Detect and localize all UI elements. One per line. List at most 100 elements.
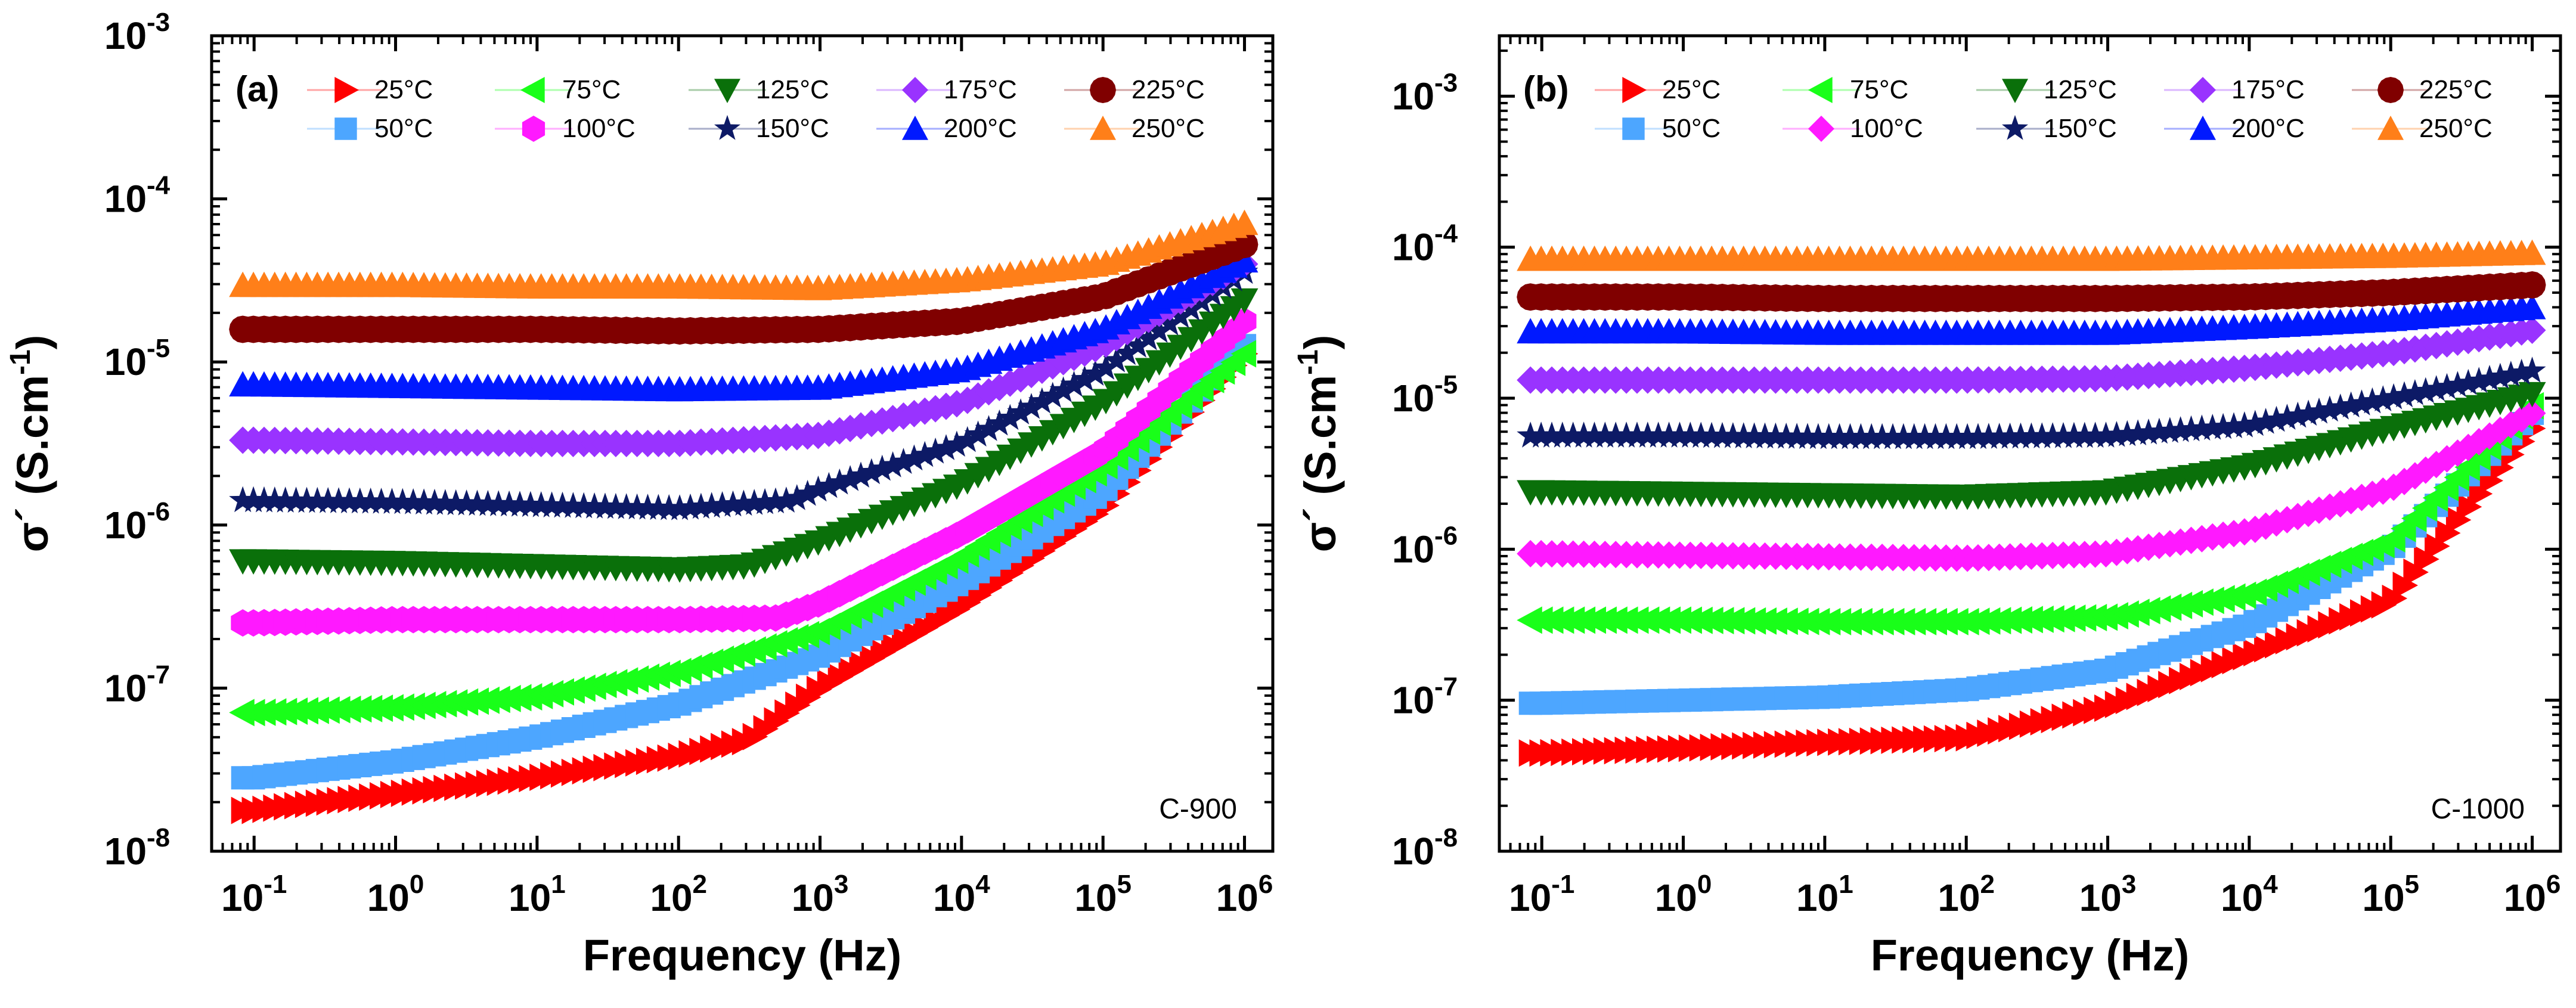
y-tick-exponent: -5 bbox=[147, 334, 170, 363]
x-tick-exponent: -1 bbox=[1551, 870, 1574, 899]
data-point bbox=[2486, 362, 2514, 389]
x-tick-base: 10 bbox=[1074, 876, 1117, 919]
data-point bbox=[2103, 602, 2128, 629]
y-tick-base: 10 bbox=[1392, 679, 1434, 722]
data-point bbox=[2177, 590, 2203, 618]
chart-panel-b: 10-1 100 101 102 103 104 105 10610-810-710-610-… bbox=[1292, 34, 2562, 980]
legend-label: 175°C bbox=[2231, 75, 2305, 104]
x-tick-exponent: 6 bbox=[1258, 870, 1273, 899]
data-point bbox=[751, 488, 779, 514]
plot-frame bbox=[210, 34, 1275, 853]
data-point bbox=[581, 492, 609, 519]
data-point bbox=[2454, 368, 2482, 395]
legend-marker bbox=[902, 116, 928, 140]
data-point bbox=[740, 489, 768, 515]
data-point bbox=[2326, 393, 2354, 420]
x-axis: 10-1 100 101 102 103 104 105 106 bbox=[1509, 36, 2560, 919]
data-point bbox=[570, 674, 596, 702]
legend-marker bbox=[2002, 79, 2028, 103]
data-point bbox=[271, 486, 299, 513]
data-point bbox=[2209, 585, 2235, 613]
data-point bbox=[2220, 412, 2248, 439]
data-point bbox=[2518, 317, 2546, 344]
data-point bbox=[2199, 414, 2227, 440]
x-tick-exponent: 2 bbox=[693, 870, 707, 899]
data-point bbox=[2518, 239, 2546, 265]
data-point bbox=[826, 468, 854, 495]
data-point bbox=[889, 448, 917, 474]
legend-label: 250°C bbox=[1132, 114, 1205, 143]
y-tick-exponent: -4 bbox=[147, 171, 171, 200]
data-point bbox=[1698, 421, 1726, 448]
legend-item: 75°C bbox=[495, 75, 621, 104]
data-point bbox=[2039, 422, 2067, 448]
x-tick-exponent: 0 bbox=[410, 870, 424, 899]
legend: 25°C 50°C 75°C 100°C 125°C 150°C 175°C 200°C 225… bbox=[1595, 75, 2493, 143]
series-250C bbox=[229, 209, 1258, 300]
data-point bbox=[2476, 365, 2503, 391]
legend-marker bbox=[714, 79, 740, 103]
series-175C bbox=[1517, 317, 2546, 394]
data-point bbox=[1548, 421, 1576, 448]
data-point bbox=[367, 488, 395, 514]
data-point bbox=[1092, 353, 1120, 380]
legend-label: 150°C bbox=[2044, 114, 2117, 143]
y-axis-title: σ´ (S.cm-1) bbox=[5, 335, 57, 553]
data-point bbox=[559, 676, 585, 704]
data-point bbox=[2411, 377, 2439, 404]
data-point bbox=[570, 492, 598, 519]
data-point bbox=[879, 451, 907, 477]
series-75C bbox=[1517, 392, 2544, 635]
legend-label: 75°C bbox=[1850, 75, 1908, 104]
legend-item: 250°C bbox=[2352, 114, 2493, 143]
data-point bbox=[485, 490, 513, 516]
data-point bbox=[527, 681, 553, 709]
data-point bbox=[581, 672, 606, 700]
y-tick-label: 10-6 bbox=[104, 497, 170, 547]
data-point bbox=[783, 484, 811, 510]
x-tick-label: 10-1 bbox=[1509, 870, 1574, 919]
data-point bbox=[815, 472, 843, 498]
data-point bbox=[2435, 519, 2461, 547]
legend-item: 125°C bbox=[689, 75, 829, 104]
data-point bbox=[1517, 421, 1545, 448]
data-point bbox=[1081, 359, 1109, 386]
data-point bbox=[2518, 294, 2546, 320]
x-tick-label: 100 bbox=[367, 870, 424, 919]
data-point bbox=[250, 486, 278, 513]
data-point bbox=[687, 492, 715, 519]
data-point bbox=[2445, 506, 2472, 534]
data-point bbox=[1932, 423, 1960, 449]
data-point bbox=[1868, 423, 1896, 449]
data-point bbox=[793, 479, 822, 506]
x-tick-exponent: 2 bbox=[1980, 870, 1995, 899]
data-point bbox=[857, 458, 885, 485]
series-225C bbox=[1517, 271, 2546, 312]
legend-marker bbox=[334, 77, 359, 103]
data-point bbox=[730, 489, 758, 516]
data-point bbox=[1676, 421, 1704, 448]
data-point bbox=[1613, 421, 1641, 448]
data-point bbox=[868, 454, 896, 481]
data-point bbox=[1018, 393, 1045, 419]
x-tick-label: 106 bbox=[2504, 870, 2561, 919]
data-point bbox=[1985, 423, 2013, 449]
data-point bbox=[975, 415, 1003, 441]
data-point bbox=[1709, 421, 1736, 448]
data-point bbox=[953, 426, 981, 452]
data-point bbox=[1538, 421, 1566, 448]
x-tick-exponent: 5 bbox=[1117, 870, 1132, 899]
data-point bbox=[1007, 398, 1035, 424]
data-point bbox=[847, 461, 875, 488]
legend-label: 225°C bbox=[2419, 75, 2493, 104]
data-point bbox=[2369, 385, 2397, 411]
data-point bbox=[410, 488, 438, 515]
data-point bbox=[1623, 421, 1651, 448]
y-tick-base: 10 bbox=[104, 340, 147, 383]
y-tick-label: 10-5 bbox=[104, 334, 170, 383]
legend-item: 100°C bbox=[495, 114, 636, 143]
y-axis: 10-810-710-610-510-410-3 bbox=[1392, 49, 2560, 873]
x-tick-base: 10 bbox=[650, 876, 692, 919]
y-tick-exponent: -8 bbox=[1434, 823, 1458, 852]
data-point bbox=[1580, 421, 1608, 448]
